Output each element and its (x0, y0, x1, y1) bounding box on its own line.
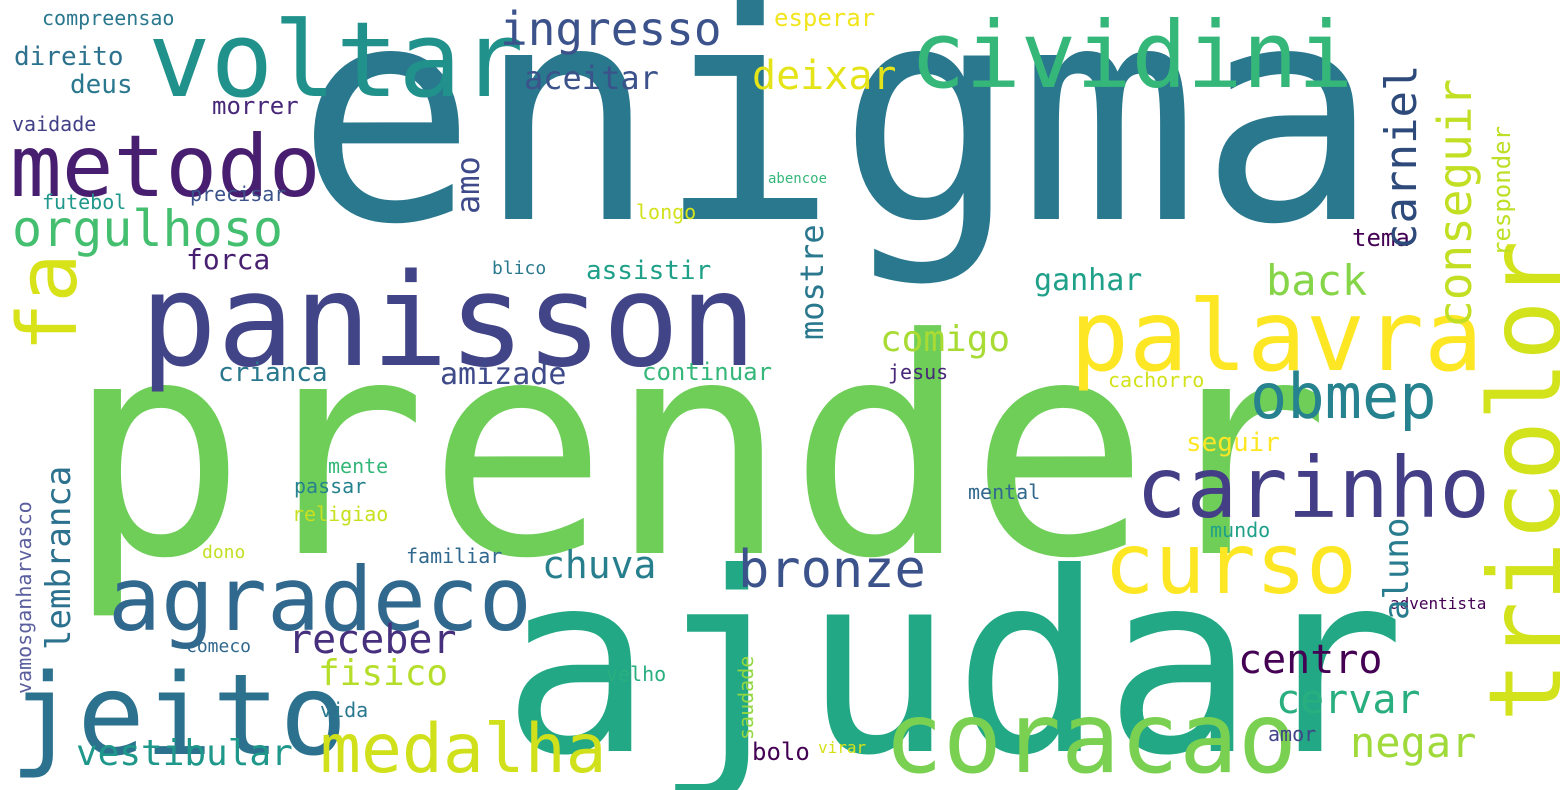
word-velho: velho (606, 662, 667, 686)
word-morrer: morrer (212, 92, 299, 120)
word-amor: amor (1268, 722, 1317, 746)
word-back: back (1266, 256, 1368, 305)
word-saudade: saudade (734, 655, 758, 740)
word-carinho: carinho (1136, 439, 1491, 537)
word-aluno: aluno (1377, 517, 1417, 620)
word-futebol: futebol (42, 190, 127, 214)
word-ajudar: ajudar (502, 519, 1406, 790)
word-lembranca: lembranca (39, 465, 79, 650)
word-voltar: voltar (148, 0, 524, 121)
word-amo: amo (449, 156, 487, 214)
word-vida: vida (320, 698, 369, 722)
word-obmep: obmep (1250, 360, 1437, 433)
word-religiao: religiao (292, 502, 389, 526)
word-comeco: comeco (186, 636, 252, 657)
word-precisar: precisar (190, 182, 287, 206)
word-mente: mente (328, 454, 389, 478)
word-panisson: panisson (140, 247, 757, 396)
word-vamosganharvasco: vamosganharvasco (12, 501, 36, 694)
word-forca: forca (186, 243, 271, 276)
word-fa: fa (1, 253, 96, 352)
word-carniel: carniel (1376, 64, 1427, 250)
word-fisico: fisico (318, 653, 449, 694)
word-direito: direito (14, 42, 124, 72)
word-receber: receber (288, 617, 457, 663)
word-coracao: coracao (884, 682, 1298, 790)
word-blico: blico (492, 258, 547, 279)
word-chuva: chuva (542, 543, 657, 587)
word-metodo: metodo (10, 117, 321, 217)
word-esperar: esperar (774, 4, 876, 32)
word-bolo: bolo (752, 738, 810, 766)
word-cervar: cervar (1276, 677, 1421, 723)
word-jesus: jesus (888, 360, 949, 384)
word-bronze: bronze (738, 540, 926, 600)
word-passar: passar (294, 474, 367, 498)
word-tricolor: tricolor (1467, 240, 1560, 722)
word-abencoe: abencoe (768, 171, 828, 187)
word-continuar: continuar (642, 358, 773, 386)
word-centro: centro (1238, 637, 1383, 683)
word-deixar: deixar (752, 53, 897, 99)
word-aceitar: aceitar (524, 59, 659, 97)
word-amizade: amizade (440, 357, 567, 392)
word-ingresso: ingresso (500, 2, 722, 56)
word-assistir: assistir (586, 256, 712, 286)
word-familiar: familiar (406, 544, 503, 568)
word-conseguir: conseguir (1428, 78, 1482, 328)
word-prender: prender (66, 275, 1331, 624)
word-negar: negar (1350, 718, 1477, 767)
word-comigo: comigo (880, 319, 1011, 360)
word-mundo: mundo (1210, 518, 1271, 542)
word-curso: curso (1104, 515, 1357, 613)
word-mental: mental (968, 480, 1041, 504)
word-dono: dono (202, 542, 246, 563)
word-responder: responder (1488, 125, 1516, 256)
word-palavra: palavra (1070, 280, 1484, 394)
word-jeito: jeito (10, 651, 348, 781)
word-seguir: seguir (1186, 428, 1280, 458)
word-compreensao: compreensao (42, 6, 175, 30)
word-vestibular: vestibular (76, 733, 293, 774)
word-adventista: adventista (1390, 594, 1487, 613)
word-orgulhoso: orgulhoso (12, 200, 283, 258)
word-crianca: crianca (218, 358, 328, 388)
word-ganhar: ganhar (1034, 263, 1143, 298)
word-deus: deus (70, 70, 133, 100)
word-virar: virar (818, 738, 867, 757)
word-agradeco: agradeco (108, 548, 532, 651)
word-cachorro: cachorro (1108, 368, 1205, 392)
word-vaidade: vaidade (12, 112, 97, 136)
word-cividini: cividini (910, 2, 1354, 109)
word-mostre: mostre (793, 224, 831, 340)
word-enigma: enigma (296, 0, 1380, 290)
word-medalha: medalha (320, 710, 607, 789)
word-longo: longo (636, 200, 697, 224)
word-tema: tema (1352, 224, 1410, 252)
